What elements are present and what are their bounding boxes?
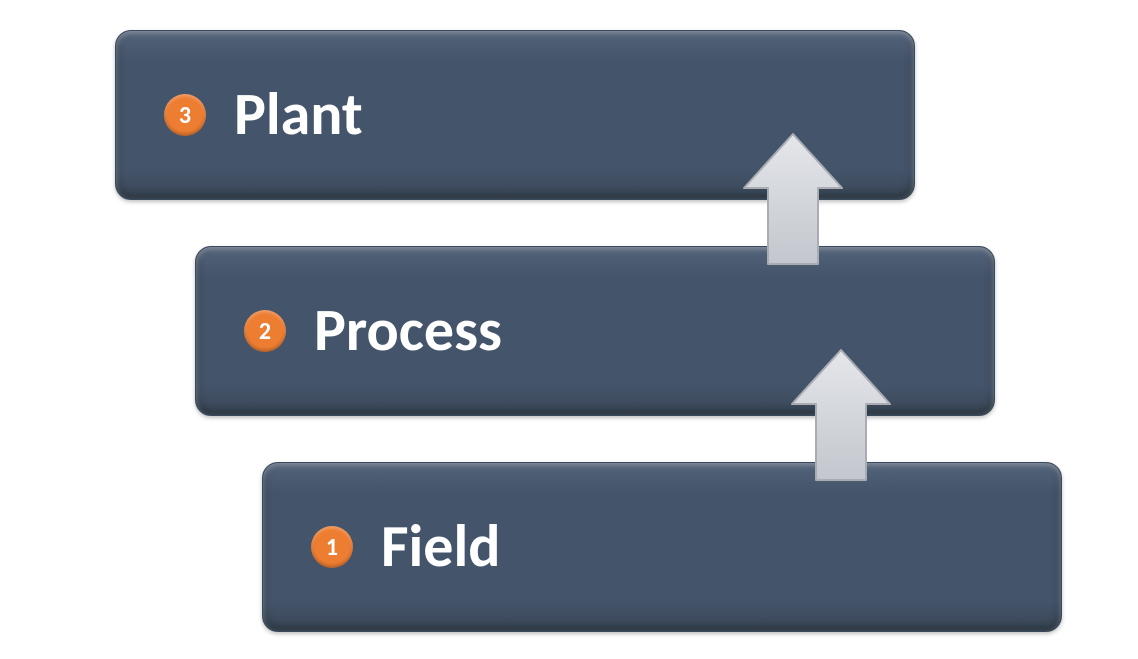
step-box-field: 1 Field	[262, 462, 1062, 632]
step-number: 1	[326, 533, 338, 562]
up-arrow-icon	[786, 346, 896, 486]
step-number-badge: 3	[164, 94, 206, 136]
step-number-badge: 1	[311, 526, 353, 568]
step-number: 3	[179, 101, 191, 130]
step-label: Plant	[234, 85, 363, 145]
step-number: 2	[259, 317, 271, 346]
step-label: Process	[314, 301, 502, 361]
step-label: Field	[381, 517, 500, 577]
up-arrow-icon	[738, 130, 848, 270]
step-number-badge: 2	[244, 310, 286, 352]
